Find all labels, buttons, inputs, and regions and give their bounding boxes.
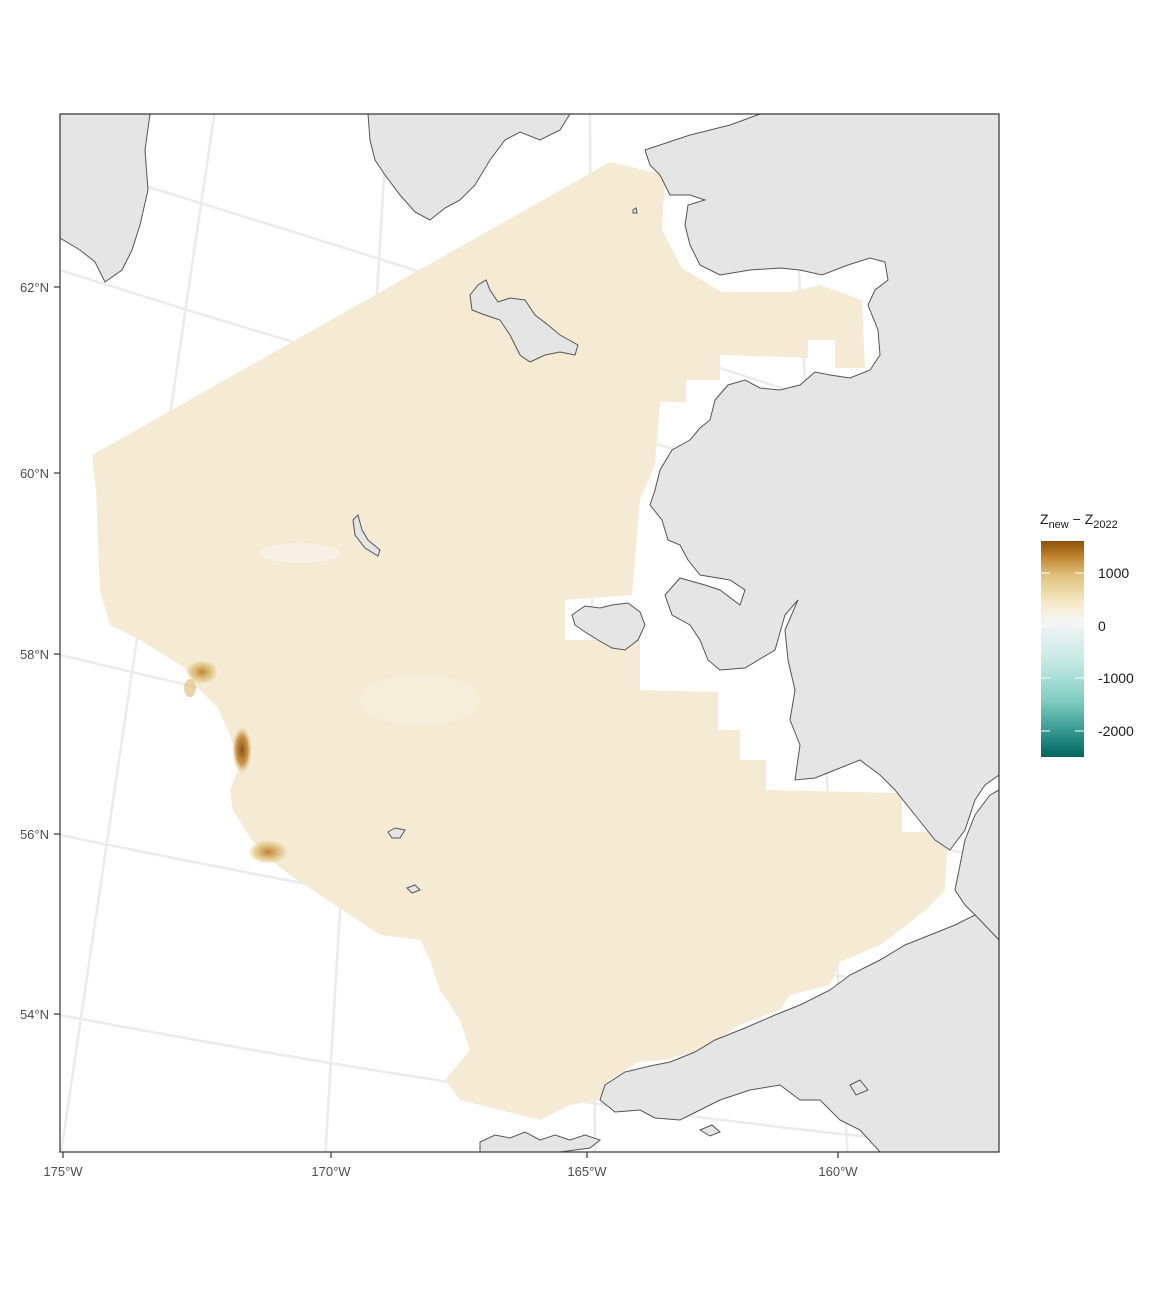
y-tick-label: 62°N (20, 280, 49, 295)
land (60, 114, 999, 1152)
map-content (60, 114, 999, 1152)
land-bristol-bay-shore (954, 789, 999, 941)
x-tick-label: 160°W (818, 1164, 858, 1179)
land-st-george-island (406, 884, 421, 894)
y-tick-label: 54°N (20, 1007, 49, 1022)
hotspot (232, 726, 252, 774)
land-siberia (60, 114, 151, 283)
hotspot (186, 660, 218, 684)
land-aleutian-islet (849, 1079, 869, 1096)
land-seward-peninsula (367, 114, 571, 221)
land-st-matthew-island (352, 514, 381, 557)
x-tick-label: 170°W (311, 1164, 351, 1179)
light-patch (360, 675, 480, 725)
land-st-paul-island (387, 827, 406, 839)
legend-label: 1000 (1098, 565, 1129, 581)
survey-area (92, 162, 948, 1120)
legend-colorbar (1041, 541, 1084, 757)
land-alaska-peninsula (599, 904, 999, 1152)
x-tick-label: 165°W (567, 1164, 607, 1179)
hotspot (184, 679, 196, 697)
legend-ticks (1041, 572, 1084, 732)
y-tick-label: 58°N (20, 647, 49, 662)
legend-title: Znew − Z2022 (1040, 511, 1118, 531)
land-aleutian-islet (698, 1124, 721, 1137)
y-tick-label: 56°N (20, 827, 49, 842)
land-alaska-mainland (644, 114, 999, 851)
difference-surface (92, 162, 948, 1120)
hotspot (248, 840, 288, 864)
legend-label: 0 (1098, 618, 1106, 634)
x-axis: 175°W 170°W 165°W 160°W (43, 1152, 858, 1179)
y-tick-label: 60°N (20, 466, 49, 481)
land-nunivak-island (571, 602, 646, 651)
legend-label: -1000 (1098, 670, 1134, 686)
land-unimak-island (479, 1131, 602, 1152)
y-axis: 62°N 60°N 58°N 56°N 54°N (20, 280, 60, 1022)
x-tick-label: 175°W (43, 1164, 83, 1179)
land-st-lawrence-island (469, 279, 579, 363)
light-patch (260, 543, 340, 563)
legend-label: -2000 (1098, 723, 1134, 739)
land-sledge-island (632, 207, 638, 214)
map-panel-border (59, 113, 1000, 1153)
legend: Znew − Z2022 1000 0 -1000 -2000 (1040, 511, 1134, 757)
